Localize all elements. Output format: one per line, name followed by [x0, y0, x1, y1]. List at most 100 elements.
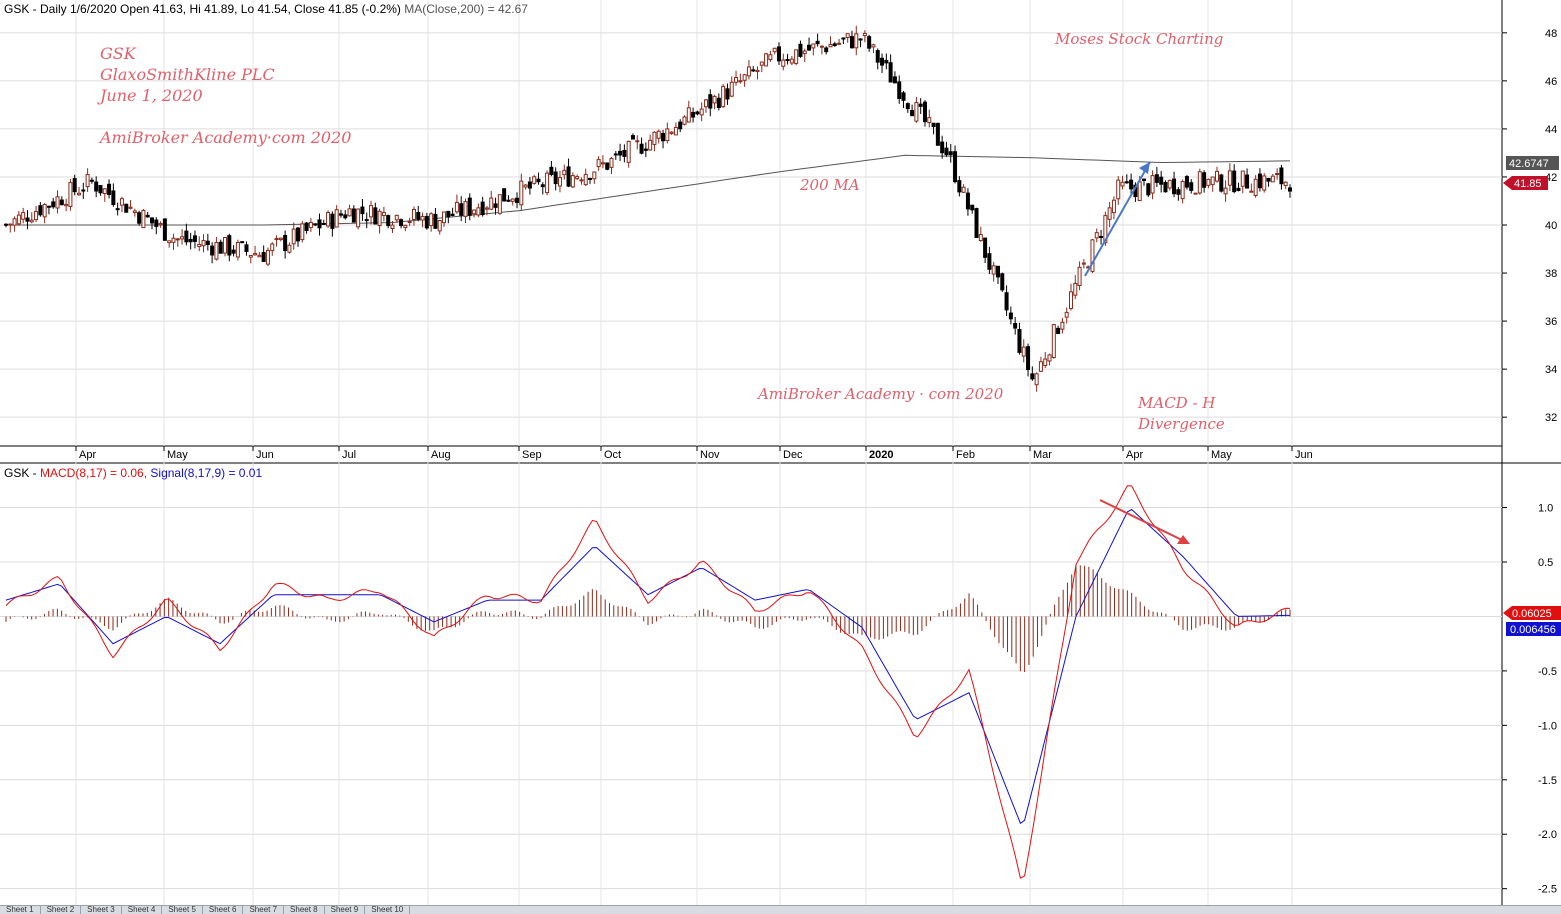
candle-body [540, 184, 545, 188]
candle-body [42, 203, 47, 218]
candle-body [484, 207, 489, 210]
candle-body [1051, 324, 1056, 358]
candle-body [734, 76, 739, 83]
candle-body [89, 179, 94, 182]
candle-body [94, 181, 99, 192]
month-tick-label: Jun [256, 449, 274, 461]
price-tick-label: 42 [1545, 172, 1557, 184]
candle-body [137, 212, 142, 224]
annotation-brand: Moses Stock Charting [1054, 30, 1223, 48]
candle-body [1249, 190, 1254, 193]
candle-body [1288, 187, 1292, 192]
candle-body [776, 46, 781, 62]
candle-body [21, 212, 26, 220]
price-badge: 41.85 [1514, 178, 1542, 190]
candle-body [197, 243, 202, 248]
sheet-tab[interactable]: Sheet 5 [162, 906, 203, 914]
annotation-company: GlaxoSmithKline PLC [100, 65, 275, 84]
candle-body [656, 130, 661, 139]
candle-body [150, 217, 155, 224]
candle-body [12, 218, 17, 226]
candle-body [1163, 181, 1168, 193]
candle-body [609, 157, 614, 168]
sheet-tab[interactable]: Sheet 1 [0, 906, 41, 914]
month-tick-label: Aug [431, 449, 451, 461]
annotation-date: June 1, 2020 [97, 86, 203, 105]
sheet-tab[interactable]: Sheet 4 [122, 906, 163, 914]
candle-body [570, 175, 575, 188]
candle-body [38, 205, 43, 216]
candle-body [785, 59, 790, 62]
candle-body [931, 122, 936, 127]
sheet-tab[interactable]: Sheet 6 [203, 906, 244, 914]
candle-body [807, 44, 812, 51]
candle-body [1137, 181, 1142, 202]
candle-body [510, 198, 515, 202]
candle-body [502, 188, 507, 202]
candle-body [1189, 182, 1194, 191]
candle-body [1111, 199, 1116, 214]
candle-body [46, 205, 51, 208]
candle-body [1172, 178, 1177, 195]
annotation-macd: MACD - H [1137, 394, 1216, 412]
candle-body [729, 81, 734, 97]
candle-body [1013, 323, 1018, 329]
candle-body [957, 180, 962, 193]
ma-badge-bg [1506, 156, 1559, 170]
candle-body [626, 140, 631, 163]
candle-body [1129, 179, 1134, 190]
candle-body [1245, 174, 1250, 189]
candle-body [1193, 192, 1198, 195]
macd-tick-label: 1.0 [1538, 503, 1553, 515]
candle-body [381, 212, 386, 217]
candle-body [506, 199, 511, 202]
candle-body [1184, 176, 1189, 188]
candle-body [837, 42, 842, 45]
candle-body [244, 244, 249, 252]
sheet-tab[interactable]: Sheet 2 [41, 906, 82, 914]
candle-body [592, 171, 597, 180]
month-tick-label: Feb [956, 449, 975, 461]
candle-body [386, 215, 391, 227]
candle-body [562, 169, 567, 176]
month-tick-label: Jul [342, 449, 356, 461]
candle-body [98, 185, 103, 194]
candle-body [145, 214, 150, 218]
candle-body [832, 43, 837, 47]
candle-body [1146, 183, 1151, 196]
candle-body [257, 254, 262, 258]
price-header: GSK - Daily 1/6/2020 Open 41.63, Hi 41.8… [4, 2, 528, 16]
candle-body [583, 173, 588, 186]
uptrend-arrow-head [1139, 162, 1150, 174]
candle-body [892, 76, 897, 84]
candle-body [162, 218, 167, 241]
candle-body [223, 237, 228, 254]
sheet-tab[interactable]: Sheet 10 [365, 906, 411, 914]
candle-body [1099, 235, 1104, 238]
sheet-tab[interactable]: Sheet 9 [325, 906, 366, 914]
sheet-tab[interactable]: Sheet 3 [81, 906, 122, 914]
candle-body [983, 237, 988, 258]
ma-badge: 42.6747 [1509, 158, 1549, 170]
signal-line [5, 508, 1290, 825]
sheet-tabs: Sheet 1 Sheet 2 Sheet 3 Sheet 4 Sheet 5 Sheet… [0, 905, 1561, 914]
candle-body [278, 237, 283, 241]
candle-body [1206, 178, 1211, 186]
candle-body [1227, 170, 1232, 186]
candle-body [85, 174, 90, 188]
candle-body [317, 219, 322, 229]
candle-body [665, 128, 670, 142]
candle-body [472, 209, 477, 215]
candle-body [338, 213, 343, 216]
candle-body [1124, 181, 1129, 184]
candle-body [721, 85, 726, 108]
candle-body [712, 95, 717, 104]
candle-body [824, 47, 829, 53]
candle-body [751, 69, 756, 72]
candle-body [450, 213, 455, 216]
candle-body [1210, 176, 1215, 185]
sheet-tab[interactable]: Sheet 8 [284, 906, 325, 914]
candle-body [691, 111, 696, 118]
candle-body [600, 162, 605, 165]
sheet-tab[interactable]: Sheet 7 [243, 906, 285, 914]
